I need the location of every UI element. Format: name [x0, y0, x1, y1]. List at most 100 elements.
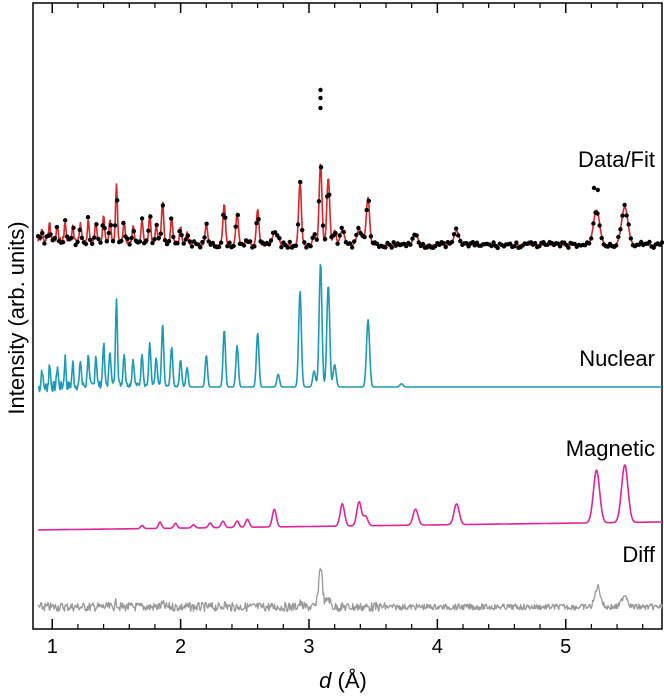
data-point [312, 232, 317, 237]
data-point [54, 224, 60, 230]
data-point [204, 221, 209, 226]
data-point [293, 243, 299, 248]
data-point [599, 235, 604, 241]
data-point [366, 198, 371, 204]
data-point [96, 236, 101, 242]
x-axis-label: d (Å) [319, 668, 367, 693]
data-point [512, 244, 517, 249]
data-point [227, 240, 232, 245]
data-point [166, 238, 172, 244]
curves-group [35, 87, 664, 613]
data-point [235, 212, 240, 218]
series-label-diff: Diff [622, 542, 655, 567]
data-point [349, 245, 355, 250]
data-point [52, 235, 57, 241]
data-point [129, 235, 134, 241]
data-point [160, 203, 166, 208]
data-point [287, 239, 292, 245]
data-point [273, 230, 278, 235]
plot-frame [32, 2, 663, 630]
data-point [391, 240, 396, 245]
data-point [464, 241, 469, 246]
data-point [416, 240, 421, 245]
ticks-group: 1 2 3 4 5 [47, 3, 644, 658]
data-point [277, 236, 282, 241]
data-point [48, 232, 53, 237]
data-point [125, 236, 130, 241]
data-point [557, 244, 563, 249]
y-axis-label: Intensity (arb. units) [4, 221, 29, 414]
data-point [92, 235, 97, 240]
data-point [83, 241, 89, 247]
data-point [595, 187, 600, 193]
data-point [310, 235, 315, 240]
data-point [87, 237, 93, 242]
data-point [179, 232, 184, 238]
data-point [256, 217, 261, 222]
data-point [295, 222, 301, 227]
data-point [389, 245, 394, 250]
data-point [618, 227, 623, 232]
data-point [169, 216, 174, 221]
data-point [356, 225, 361, 231]
data-point [71, 225, 76, 230]
series-label-magnetic: Magnetic [566, 436, 655, 461]
data-point [339, 225, 344, 230]
data-point [139, 216, 145, 221]
data-point [347, 241, 353, 246]
data-point [181, 241, 186, 246]
data-point [566, 245, 571, 250]
data-point [154, 222, 159, 228]
data-point [241, 243, 247, 248]
data-point [85, 215, 91, 220]
data-point [316, 199, 322, 204]
x-tick-label: 4 [432, 636, 443, 658]
data-point [187, 239, 193, 244]
data-point [137, 239, 143, 244]
data-point [453, 226, 459, 231]
data-point [354, 232, 359, 238]
magnetic-curve [38, 464, 663, 531]
data-point [595, 211, 600, 216]
data-point [335, 241, 340, 246]
data-point [223, 215, 228, 220]
data-point [248, 239, 253, 244]
data-point [456, 233, 461, 238]
data-point [622, 202, 627, 208]
data-point [127, 242, 132, 247]
data-point [659, 240, 664, 245]
data-point [233, 224, 238, 229]
data-point [216, 244, 222, 250]
data-point [491, 240, 496, 245]
data-point [620, 213, 625, 218]
data-point [218, 240, 224, 245]
data-point [308, 244, 313, 249]
data-point [148, 214, 153, 219]
data-point [420, 241, 426, 247]
data-point [408, 242, 413, 247]
data-point [624, 213, 629, 218]
data-point [362, 234, 367, 240]
data-point [225, 244, 230, 249]
data-point [651, 245, 656, 250]
data-point [489, 243, 494, 249]
data-point [318, 165, 324, 170]
data-point [131, 229, 136, 234]
data-point [302, 240, 307, 245]
data-point [341, 229, 346, 235]
data-point [108, 223, 114, 228]
data-point [79, 235, 85, 240]
data-point [514, 240, 519, 245]
data-point [268, 238, 274, 243]
diff-curve [37, 567, 663, 613]
x-tick-label: 1 [47, 636, 58, 658]
data-point [414, 233, 419, 238]
data-point [591, 185, 597, 191]
data-point [628, 236, 633, 241]
data-point [364, 207, 369, 213]
data-point [231, 243, 236, 249]
x-tick-label: 5 [560, 636, 571, 658]
data-point [152, 237, 157, 242]
data-point [298, 179, 303, 185]
